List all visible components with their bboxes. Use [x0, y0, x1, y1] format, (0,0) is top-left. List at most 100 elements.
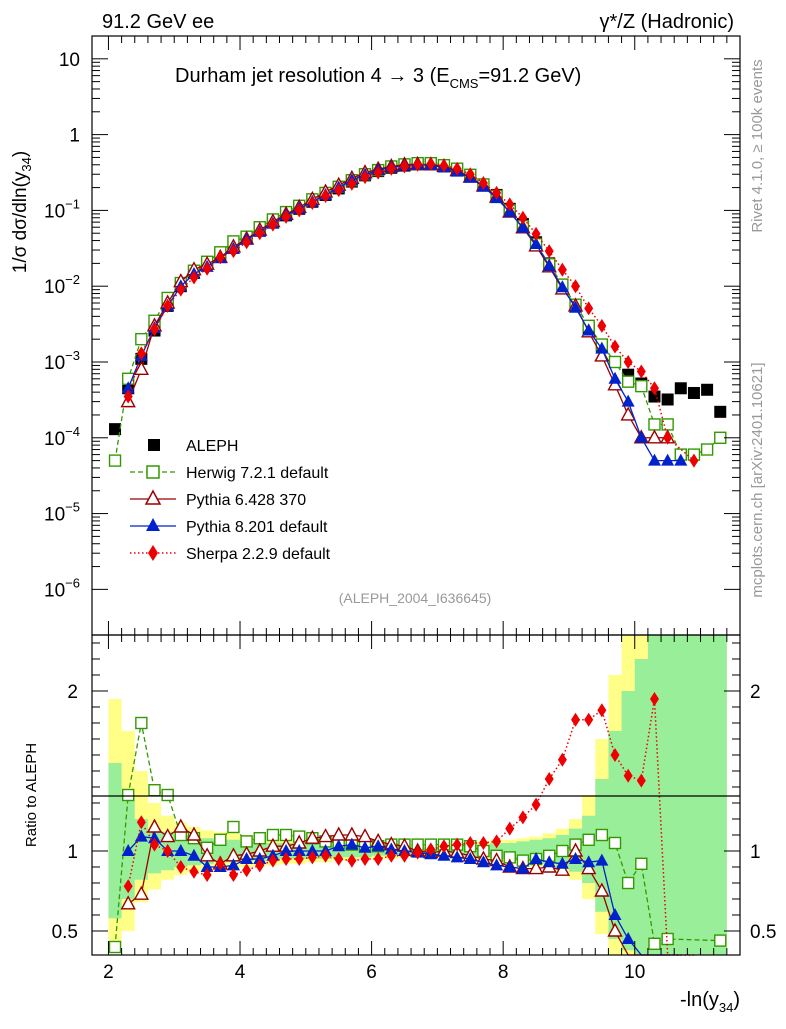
ratio-point-sherpa-2-2-9-default	[149, 837, 159, 852]
main-point-pythia-8-201-default	[608, 371, 622, 384]
ratio-y-tick-label: 2	[67, 682, 78, 703]
ratio-point-sherpa-2-2-9-default	[163, 844, 173, 858]
main-point-sherpa-2-2-9-default	[202, 261, 212, 276]
ratio-point-pythia-8-201-default	[121, 844, 135, 856]
main-point-aleph	[674, 382, 687, 395]
legend-marker-pythia8	[146, 518, 160, 531]
y-tick-label: 10−5	[44, 500, 80, 526]
y-tick-label: 10	[59, 50, 80, 71]
main-point-sherpa-2-2-9-default	[465, 167, 475, 182]
ratio-point-pythia-6-428-370	[120, 895, 136, 910]
ratio-point-pythia-6-428-370	[159, 828, 176, 843]
main-point-sherpa-2-2-9-default	[189, 270, 199, 285]
main-point-sherpa-2-2-9-default	[413, 157, 423, 172]
legend-label-sherpa: Sherpa 2.2.9 default	[186, 546, 331, 563]
ratio-point-herwig-7-2-1-default	[214, 833, 227, 846]
main-line-pythia-8-201-default	[127, 164, 681, 462]
ratio-point-pythia-8-201-default	[621, 932, 635, 944]
header-left-label: 91.2 GeV ee	[102, 11, 214, 33]
ratio-point-pythia-8-201-default	[476, 855, 490, 868]
main-point-sherpa-2-2-9-default	[439, 158, 449, 173]
ratio-point-sherpa-2-2-9-default	[215, 856, 225, 871]
y-tick-label: 10−3	[44, 348, 80, 374]
ratio-point-herwig-7-2-1-default	[148, 784, 161, 797]
main-ylabel: 1/σ dσ/dln(y34)	[10, 151, 34, 273]
main-point-aleph	[109, 423, 122, 436]
ratio-point-sherpa-2-2-9-default	[492, 834, 502, 849]
legend-marker-pythia6	[144, 489, 162, 505]
main-point-sherpa-2-2-9-default	[478, 175, 488, 190]
ratio-point-pythia-8-201-default	[345, 837, 359, 850]
main-point-herwig-7-2-1-default	[108, 454, 122, 467]
ratio-band-outer	[108, 635, 727, 955]
main-point-sherpa-2-2-9-default	[242, 235, 252, 250]
main-point-sherpa-2-2-9-default	[426, 156, 436, 171]
main-point-sherpa-2-2-9-default	[149, 322, 159, 337]
ratio-point-sherpa-2-2-9-default	[597, 703, 607, 718]
ratio-point-pythia-8-201-default	[450, 850, 464, 863]
ratio-ylabel: Ratio to ALEPH	[23, 743, 40, 847]
ratio-point-herwig-7-2-1-default	[556, 844, 569, 858]
main-point-pythia-6-428-370	[620, 406, 636, 421]
ratio-point-sherpa-2-2-9-default	[623, 768, 633, 783]
main-point-sherpa-2-2-9-default	[228, 244, 238, 259]
ratio-uncertainty-bands	[108, 635, 727, 955]
ratio-point-sherpa-2-2-9-default	[465, 836, 475, 850]
main-point-sherpa-2-2-9-default	[623, 354, 633, 369]
main-line-herwig-7-2-1-default	[114, 162, 721, 461]
ratio-point-pythia-6-428-370	[554, 861, 571, 876]
legend-marker-aleph	[148, 439, 160, 451]
y-tick-label: 1	[69, 126, 80, 147]
x-tick-label: 10	[624, 962, 645, 983]
ratio-point-pythia-8-201-default	[490, 858, 504, 871]
main-point-sherpa-2-2-9-default	[610, 339, 620, 354]
main-point-sherpa-2-2-9-default	[307, 196, 317, 211]
main-point-aleph	[714, 405, 727, 418]
ratio-point-pythia-8-201-default	[595, 853, 609, 866]
y-tick-label: 10−4	[44, 424, 80, 450]
ratio-point-sherpa-2-2-9-default	[505, 821, 515, 836]
main-point-sherpa-2-2-9-default	[518, 210, 528, 225]
ratio-point-sherpa-2-2-9-default	[571, 712, 581, 727]
ratio-plot-frame	[91, 634, 741, 956]
ratio-point-pythia-6-428-370	[173, 818, 189, 833]
mcplots-note: mcplots.cern.ch [arXiv:2401.10621]	[749, 362, 766, 597]
ratio-point-herwig-7-2-1-default	[635, 857, 648, 870]
ratio-point-pythia-6-428-370	[581, 860, 597, 875]
ratio-point-pythia-8-201-default	[463, 852, 477, 864]
ratio-point-sherpa-2-2-9-default	[399, 848, 409, 863]
legend-marker-sherpa	[148, 545, 158, 561]
ratio-point-sherpa-2-2-9-default	[452, 837, 462, 852]
legend-marker-herwig	[146, 465, 160, 479]
ratio-point-sherpa-2-2-9-default	[255, 858, 265, 873]
main-point-sherpa-2-2-9-default	[505, 197, 515, 212]
ratio-point-pythia-8-201-default	[555, 856, 569, 869]
ratio-point-pythia-8-201-default	[529, 852, 543, 864]
x-tick-label: 8	[498, 962, 509, 983]
ratio-point-pythia-6-428-370	[331, 826, 347, 841]
ratio-point-herwig-7-2-1-default	[595, 828, 609, 842]
main-point-pythia-8-201-default	[647, 453, 661, 466]
main-point-sherpa-2-2-9-default	[360, 170, 370, 185]
main-point-pythia-8-201-default	[121, 381, 135, 394]
legend-label-pythia6: Pythia 6.428 370	[186, 492, 306, 509]
legend: ALEPH Herwig 7.2.1 default Pythia 6.428 …	[130, 438, 331, 563]
main-point-sherpa-2-2-9-default	[373, 165, 383, 180]
main-point-herwig-7-2-1-default	[648, 418, 661, 431]
ratio-point-herwig-7-2-1-default	[253, 832, 266, 845]
plot-title: Durham jet resolution 4 → 3 (ECMS=91.2 G…	[175, 65, 581, 91]
ratio-point-sherpa-2-2-9-default	[478, 836, 488, 850]
ratio-point-sherpa-2-2-9-default	[176, 860, 186, 874]
axes-group: 2 4 6 8 10 10−6 10−5 10−4 10−3 10−2 10−1 1 10 0.5 0.5 1…	[44, 36, 776, 983]
main-point-herwig-7-2-1-default	[700, 443, 714, 456]
ratio-point-pythia-6-428-370	[528, 860, 544, 875]
ratio-point-pythia-6-428-370	[317, 828, 334, 843]
ratio-point-sherpa-2-2-9-default	[386, 848, 396, 863]
ratio-point-sherpa-2-2-9-default	[649, 692, 659, 706]
main-point-pythia-8-201-default	[555, 280, 569, 293]
main-point-pythia-8-201-default	[529, 237, 543, 250]
ratio-point-pythia-8-201-default	[187, 848, 201, 861]
main-point-aleph	[661, 393, 674, 406]
ratio-point-pythia-8-201-default	[371, 839, 385, 852]
ratio-point-pythia-8-201-default	[305, 844, 319, 856]
